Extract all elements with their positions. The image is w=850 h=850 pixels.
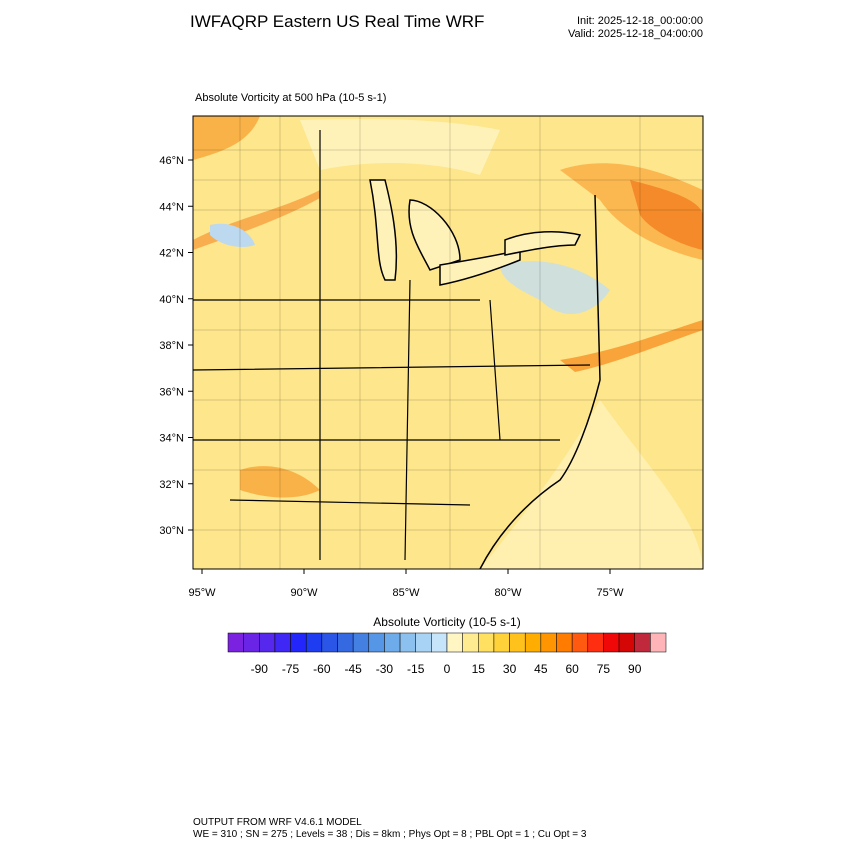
colorbar-swatch — [446, 632, 463, 653]
colorbar-swatch — [259, 632, 276, 653]
colorbar-tick-label: 90 — [628, 662, 642, 676]
lat-labels: 46°N 44°N 42°N 40°N 38°N 36°N 34°N 32°N 30°N — [159, 155, 193, 537]
colorbar-tick-label: 60 — [565, 662, 579, 676]
colorbar-swatch — [509, 632, 526, 653]
colorbar-swatch — [352, 632, 370, 653]
colorbar-swatch — [243, 632, 260, 653]
lat-label: 30°N — [159, 525, 184, 537]
lat-label: 40°N — [159, 294, 184, 306]
colorbar-swatch — [634, 632, 651, 653]
lat-label: 38°N — [159, 340, 184, 352]
colorbar-swatch — [368, 632, 385, 653]
colorbar-swatch — [556, 632, 573, 653]
colorbar-title: Absolute Vorticity (10-5 s-1) — [373, 615, 520, 629]
colorbar-tick-label: 15 — [472, 662, 486, 676]
colorbar-tick-label: 0 — [444, 662, 451, 676]
colorbar-swatch — [462, 632, 479, 653]
colorbar-tick-label: 30 — [503, 662, 517, 676]
colorbar-tick-label: -15 — [407, 662, 425, 676]
colorbar-swatch — [603, 632, 620, 653]
colorbar-tick-label: -75 — [282, 662, 300, 676]
colorbar-swatch — [321, 632, 338, 653]
colorbar-tick-label: -90 — [251, 662, 269, 676]
colorbar-swatch — [399, 632, 416, 653]
valid-time: Valid: 2025-12-18_04:00:00 — [568, 28, 703, 40]
map-subtitle: Absolute Vorticity at 500 hPa (10-5 s-1) — [195, 92, 386, 104]
lon-labels: 95°W 90°W 85°W 80°W 75°W — [188, 569, 624, 599]
colorbar-swatch — [524, 632, 542, 653]
colorbar-swatch — [571, 632, 589, 653]
colorbar-tick-label: -30 — [376, 662, 394, 676]
lat-label: 34°N — [159, 433, 184, 445]
colorbar-swatch — [384, 632, 401, 653]
footer-line: OUTPUT FROM WRF V4.6.1 MODEL — [193, 817, 362, 828]
footer-line: WE = 310 ; SN = 275 ; Levels = 38 ; Dis … — [193, 829, 587, 840]
colorbar-tick-label: -45 — [344, 662, 362, 676]
lat-label: 36°N — [159, 386, 184, 398]
colorbar-swatch — [305, 632, 323, 653]
lon-label: 85°W — [392, 587, 420, 599]
lat-label: 32°N — [159, 479, 184, 491]
lon-label: 95°W — [188, 587, 216, 599]
colorbar-tick-label: -60 — [313, 662, 331, 676]
title: IWFAQRP Eastern US Real Time WRF — [190, 12, 484, 31]
colorbar-swatch — [618, 632, 635, 653]
colorbar-swatch — [493, 632, 510, 653]
colorbar-swatch — [290, 632, 307, 653]
colorbar-swatch — [415, 632, 432, 653]
colorbar-swatch — [431, 632, 448, 653]
lat-label: 42°N — [159, 248, 184, 260]
colorbar-swatch — [587, 632, 604, 653]
colorbar-tick-label: 75 — [597, 662, 611, 676]
colorbar-swatch — [337, 632, 354, 653]
colorbar-swatch — [540, 632, 557, 653]
lon-label: 90°W — [290, 587, 318, 599]
lon-label: 75°W — [596, 587, 624, 599]
lat-label: 44°N — [159, 201, 184, 213]
colorbar-swatch — [274, 632, 291, 653]
colorbar-swatch — [650, 632, 667, 653]
map — [192, 115, 704, 570]
colorbar-tick-label: 45 — [534, 662, 548, 676]
init-time: Init: 2025-12-18_00:00:00 — [577, 15, 703, 27]
colorbar-swatch — [227, 632, 244, 653]
colorbar: -90 -75 -60 -45 -30 -15 0 15 30 45 60 75 90 — [227, 632, 667, 676]
lon-label: 80°W — [494, 587, 522, 599]
lat-label: 46°N — [159, 155, 184, 167]
colorbar-swatch — [478, 632, 495, 653]
